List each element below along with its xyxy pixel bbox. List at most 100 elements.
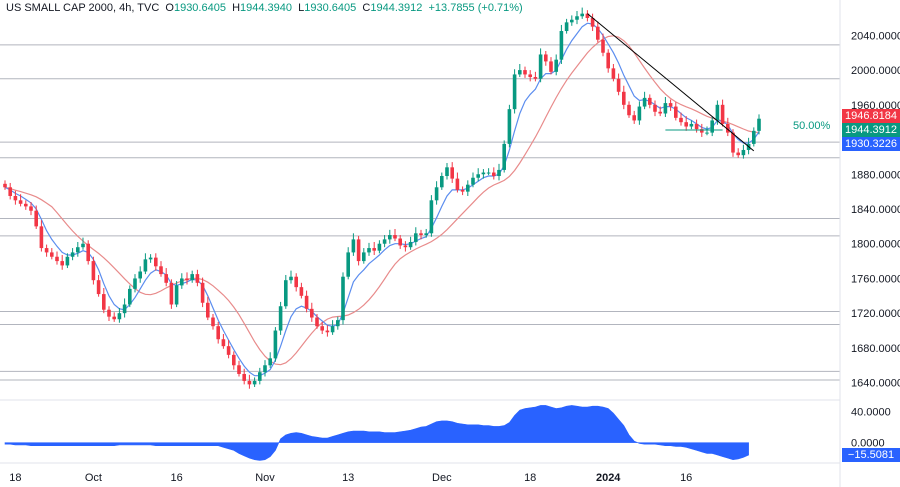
candle-body xyxy=(362,252,366,262)
price-tick-label: 1800.0000 xyxy=(851,239,900,251)
candle-body xyxy=(455,178,460,190)
time-tick-label: 2024 xyxy=(596,472,621,484)
osc-tick-label: 0.0000 xyxy=(851,438,885,450)
time-tick-label: Dec xyxy=(432,472,452,484)
candle-body xyxy=(252,380,257,385)
candle-body xyxy=(752,130,756,144)
legend-high-label: H xyxy=(232,2,241,14)
time-tick-label: 16 xyxy=(170,472,182,484)
candle-body xyxy=(273,330,278,359)
legend-open: 1930.6405 xyxy=(173,2,226,14)
candle-body xyxy=(200,282,205,303)
candle-body xyxy=(668,103,673,107)
price-tag: 1944.3912 xyxy=(842,123,900,138)
candle-body xyxy=(117,313,122,320)
time-tick-label: 18 xyxy=(524,472,536,484)
candle-body xyxy=(424,233,428,236)
candle-body xyxy=(180,278,184,286)
candle-body xyxy=(377,243,382,251)
candle-body xyxy=(169,282,174,305)
candle-body xyxy=(720,104,725,124)
candle-body xyxy=(107,309,111,317)
candle-body xyxy=(648,97,652,105)
candle-body xyxy=(757,118,761,131)
candle-body xyxy=(159,266,163,275)
candle-body xyxy=(616,78,621,92)
candle-body xyxy=(544,54,548,62)
candle-body xyxy=(211,317,215,327)
candle-body xyxy=(206,302,210,318)
price-tag: −15.5081 xyxy=(842,447,900,462)
candle-body xyxy=(60,261,64,266)
candle-body xyxy=(242,373,246,381)
candle-body xyxy=(580,13,584,17)
price-tag: 1930.3226 xyxy=(842,137,900,152)
candle-body xyxy=(367,248,371,253)
candle-body xyxy=(736,152,740,156)
candle-body xyxy=(627,104,631,116)
candle-body xyxy=(507,109,512,144)
candle-body xyxy=(226,346,231,355)
candle-body xyxy=(497,169,501,177)
legend-high: 1944.3940 xyxy=(240,2,293,14)
candle-body xyxy=(55,256,59,262)
time-tick-label: Nov xyxy=(255,472,275,484)
candle-body xyxy=(336,320,340,327)
candle-body xyxy=(512,74,517,110)
time-tick-label: 16 xyxy=(680,472,692,484)
candle-body xyxy=(408,241,413,248)
candle-body xyxy=(315,317,319,327)
candle-body xyxy=(372,248,376,251)
candle-body xyxy=(96,280,101,295)
candle-body xyxy=(481,172,486,175)
trendline-layer: 50.00% xyxy=(587,13,831,152)
candle-body xyxy=(299,287,304,296)
candle-body xyxy=(559,31,564,60)
candle-body xyxy=(278,306,283,331)
candle-body xyxy=(138,271,142,279)
candle-body xyxy=(726,123,730,133)
candle-body xyxy=(741,149,746,156)
candle-body xyxy=(50,252,54,257)
candle-body xyxy=(174,285,179,305)
candle-body xyxy=(237,365,241,374)
legend-low-label: L xyxy=(298,2,305,14)
candle-body xyxy=(471,177,475,185)
candle-body xyxy=(195,274,200,283)
candle-body xyxy=(403,245,408,248)
trendline[interactable] xyxy=(587,13,755,152)
candle-body xyxy=(8,187,12,196)
candle-body xyxy=(154,257,158,267)
fast-ma-line xyxy=(4,22,760,377)
candle-body xyxy=(518,70,522,75)
candle-body xyxy=(611,68,616,79)
candle-body xyxy=(304,295,309,309)
candle-body xyxy=(133,278,137,289)
candle-body xyxy=(86,243,90,262)
fast-ma-layer xyxy=(4,22,760,377)
candle-body xyxy=(268,358,272,366)
candle-body xyxy=(34,210,38,227)
candle-body xyxy=(460,189,465,192)
candle-body xyxy=(320,326,324,331)
candle-body xyxy=(731,132,735,153)
candle-body xyxy=(414,233,418,242)
candle-body xyxy=(289,276,293,281)
time-tick-label: 18 xyxy=(9,472,21,484)
oscillator-layer xyxy=(4,405,749,461)
candle-body xyxy=(3,183,7,188)
candle-body xyxy=(585,13,590,18)
candle-body xyxy=(528,74,532,78)
price-tick-label: 2040.0000 xyxy=(851,30,900,42)
candle-body xyxy=(29,206,33,211)
candle-body xyxy=(216,326,220,340)
candle-body xyxy=(434,187,439,201)
candle-body xyxy=(466,184,470,192)
candle-body xyxy=(190,274,194,281)
price-tick-label: 2000.0000 xyxy=(851,65,900,77)
candle-body xyxy=(684,122,688,127)
candle-body xyxy=(689,123,694,127)
time-tick-label: Oct xyxy=(85,472,102,484)
